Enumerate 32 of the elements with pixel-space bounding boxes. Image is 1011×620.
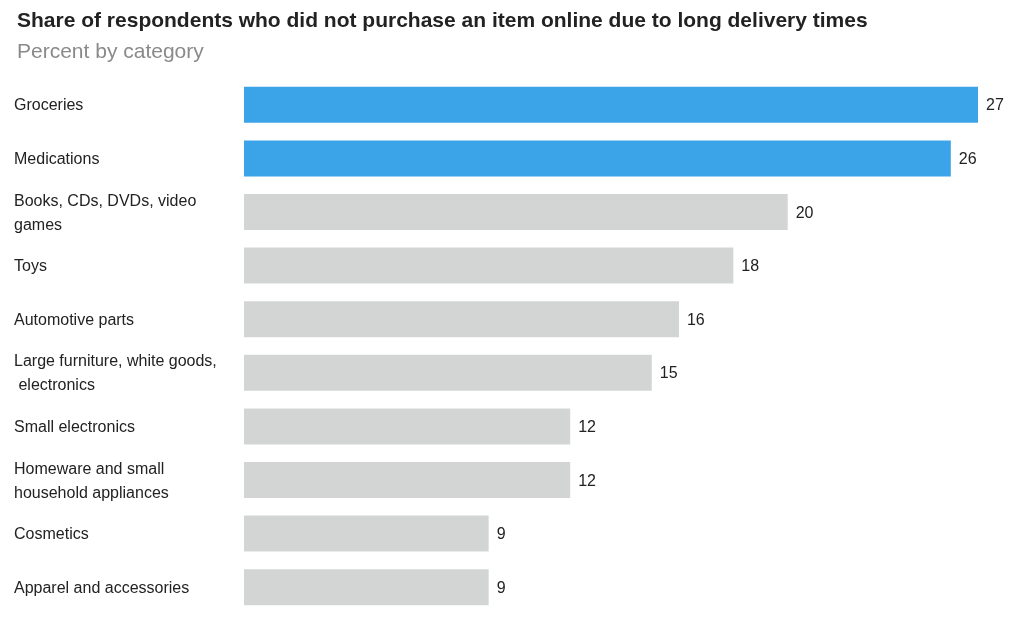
bar [244,86,978,123]
data-label: 12 [578,417,597,435]
y-tick-label: Small electronics [14,417,135,435]
bar [244,408,571,445]
data-label: 20 [795,203,814,221]
bar [244,569,489,606]
bar [244,515,489,552]
data-label: 26 [958,149,977,167]
bar [244,247,734,284]
y-tick-label: Automotive parts [14,310,135,328]
y-tick-label: Cosmetics [14,525,89,543]
data-label: 12 [578,471,597,489]
data-label: 18 [741,257,760,275]
y-tick-label: Books, CDs, DVDs, video games [14,191,201,233]
data-label: 9 [496,525,506,543]
y-tick-label: Groceries [14,96,84,114]
data-label: 27 [986,96,1004,114]
chart-title: Share of respondents who did not purchase an item online due to long delivery times [17,8,868,31]
bar [244,140,951,177]
y-tick-label: Homeware and small household appliances [14,459,169,501]
data-label: 15 [659,364,678,382]
bar [244,194,788,230]
bar [244,354,652,391]
y-tick-label: Large furniture, white goods, electronics [14,352,217,394]
data-label: 16 [686,310,705,328]
data-label: 9 [496,578,506,596]
y-tick-label: Apparel and accessories [14,578,190,596]
bar [244,301,679,338]
y-tick-label: Medications [14,149,100,167]
y-tick-label: Toys [14,257,47,275]
bar [244,462,571,498]
chart-subtitle: Percent by category [17,39,205,62]
